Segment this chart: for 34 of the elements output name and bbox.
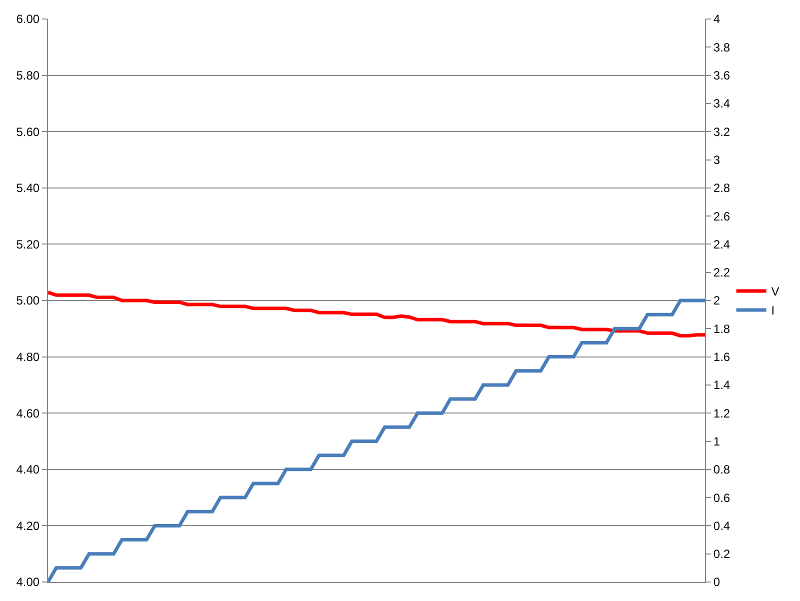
y2-tick-label: 2 <box>713 294 720 308</box>
y2-tick-label: 0.4 <box>713 518 730 533</box>
y-tick-label: 5.40 <box>16 181 40 196</box>
y2-tick-label: 0 <box>713 575 720 590</box>
y2-tick-label: 3.4 <box>713 96 730 111</box>
y-tick-label: 4.80 <box>16 350 40 364</box>
y2-tick-label: 3.2 <box>713 124 730 139</box>
y-tick-label: 5.00 <box>16 294 40 308</box>
y-tick-label: 5.20 <box>16 237 40 252</box>
y2-tick-label: 1 <box>713 434 720 448</box>
y-tick-label: 5.80 <box>16 68 40 82</box>
y2-tick-label: 2.6 <box>713 209 730 224</box>
y-tick-label: 4.00 <box>16 575 40 590</box>
y2-tick-label: 4 <box>713 12 720 26</box>
legend-label: I <box>771 304 775 318</box>
y-tick-label: 4.40 <box>16 462 40 477</box>
legend-label: V <box>771 284 780 299</box>
y2-tick-label: 1.8 <box>713 322 730 336</box>
y2-tick-label: 2.2 <box>713 266 730 280</box>
y2-tick-label: 2.8 <box>713 181 730 196</box>
y2-tick-label: 1.6 <box>713 350 730 364</box>
y2-tick-label: 1.2 <box>713 406 730 420</box>
y-tick-label: 4.20 <box>16 518 40 533</box>
y-tick-label: 4.60 <box>16 406 40 420</box>
y-tick-label: 5.60 <box>16 124 40 139</box>
y2-tick-label: 3 <box>713 152 720 167</box>
y2-tick-label: 0.6 <box>713 490 730 505</box>
y2-tick-label: 3.6 <box>713 68 730 82</box>
y2-tick-label: 0.8 <box>713 462 730 477</box>
y2-tick-label: 0.2 <box>713 547 730 562</box>
y2-tick-label: 2.4 <box>713 237 730 252</box>
y-tick-label: 6.00 <box>16 12 40 26</box>
y2-tick-label: 1.4 <box>713 378 730 392</box>
y2-tick-label: 3.8 <box>713 40 730 54</box>
